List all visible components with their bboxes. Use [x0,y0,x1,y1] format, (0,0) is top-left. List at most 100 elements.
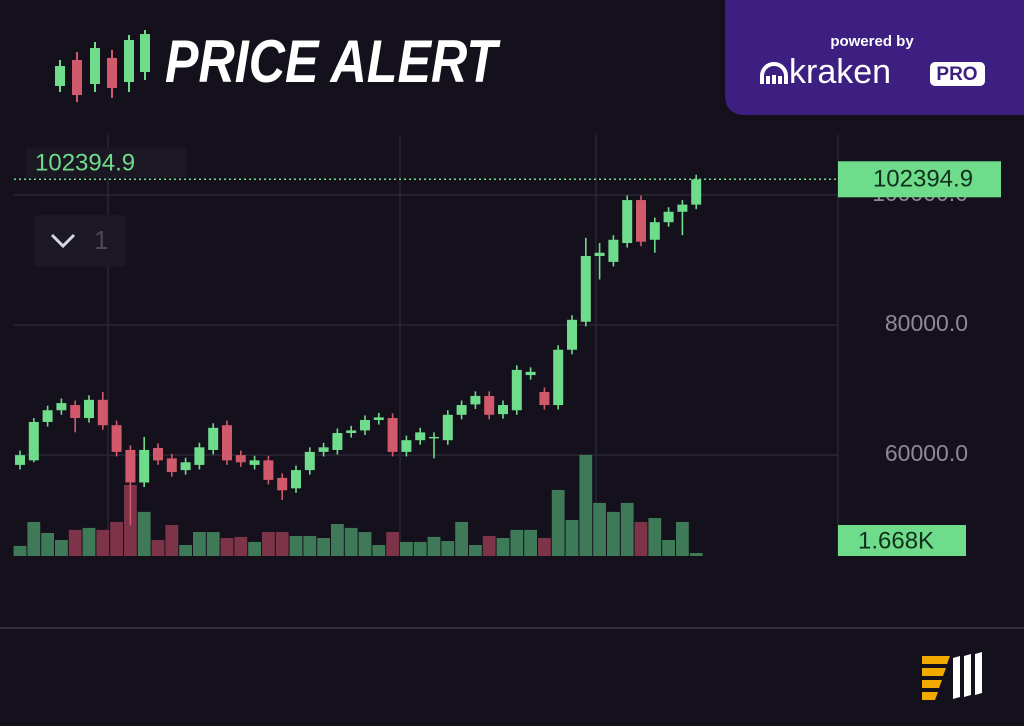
brand-badge-bg [930,62,985,86]
price-label-bg [838,161,1001,198]
candle-body [318,447,329,452]
volume-bar [41,532,54,556]
corner-logo [922,652,982,700]
candle-body [15,455,25,465]
volume-bar [455,521,468,556]
volume-bar [386,532,399,556]
volume-bar [165,525,179,556]
candle-body [456,405,467,415]
volume-bar [331,523,344,556]
candle-body [42,410,53,422]
left-price-label-bg [26,147,186,178]
candle-body [691,179,702,205]
candle-body [277,477,288,491]
candle-body [56,403,67,411]
volume-bar [27,521,41,556]
candle-body [498,405,508,415]
volume-bar [524,529,537,556]
candle-body [567,319,577,350]
candle-body [429,436,439,439]
volume-bar [262,532,275,556]
volume-bar [179,545,192,556]
volume-bar [496,538,510,556]
volume-bar [482,536,496,556]
candle-body [470,395,481,405]
candle-body [511,369,522,411]
brand: kraken [789,53,891,91]
volume-bar [234,536,248,556]
volume-bar [510,529,524,556]
candle-body [387,418,398,452]
kraken-icon [760,62,788,84]
candle-body [636,200,646,242]
candle-body [97,399,108,426]
volume-bar [427,536,441,556]
candle-body [608,239,619,262]
candle-body [28,421,39,461]
candle-body [235,455,246,463]
volume-bar [607,511,620,556]
overlay: 102394.9 102394.9 1.668K [14,147,1001,556]
candle-body [125,449,136,483]
candle-body [415,432,426,441]
candle-body [677,204,688,212]
volume-bar [441,541,455,556]
candle-body [373,417,384,421]
price-label: 102394.9 [873,166,973,193]
volume-bar [55,539,68,556]
time-grid [107,135,839,556]
title: PRICE ALERT [165,28,501,95]
candle-body [649,222,660,240]
candle-body [111,425,122,452]
interval-selector[interactable] [34,215,126,267]
candle-body [291,470,301,489]
candle-body [180,462,191,471]
volume-bar [110,521,123,556]
volume-bar [13,545,27,556]
volume-bar [551,489,565,556]
volume-bar [151,539,165,556]
candle-body [139,449,150,483]
volume-bar [593,502,606,556]
y-tick-label: 80000.0 [885,310,968,336]
brand-badge: PRO [936,64,977,85]
candle-body [346,430,357,434]
candle-body [401,440,412,452]
volume-bar [372,545,386,556]
candle-body [539,392,550,406]
volume-bar [620,502,634,556]
volume-bar [289,536,303,556]
y-tick-label: 60000.0 [885,440,968,466]
candle-body [580,256,591,322]
volume-bar [220,538,234,556]
volume-bar [344,527,358,556]
volume-label: 1.668K [858,527,934,554]
sponsor-banner [725,0,1024,115]
candle-body [249,460,260,465]
volume-bar [68,529,82,556]
candle-body [360,420,370,431]
candle-body [166,458,177,473]
volume-bar [358,532,372,556]
volume-bar [676,521,689,556]
candle-body [594,252,605,257]
interval: 1 [94,225,108,255]
candle-body [622,200,633,244]
candle-body [222,425,232,461]
candle-body [194,447,205,465]
volume-bars [13,454,703,556]
candle-body [663,211,674,223]
volume-bar [469,545,482,556]
volume-bar [82,527,96,556]
volume-bar [689,552,703,556]
candle-body [263,460,274,480]
candle-body [84,399,94,419]
volume-bar [275,532,289,556]
candle-body [332,433,343,450]
volume-bar [96,529,110,556]
volume-bar [317,538,330,556]
volume-bar [303,536,317,556]
candles [15,174,702,526]
